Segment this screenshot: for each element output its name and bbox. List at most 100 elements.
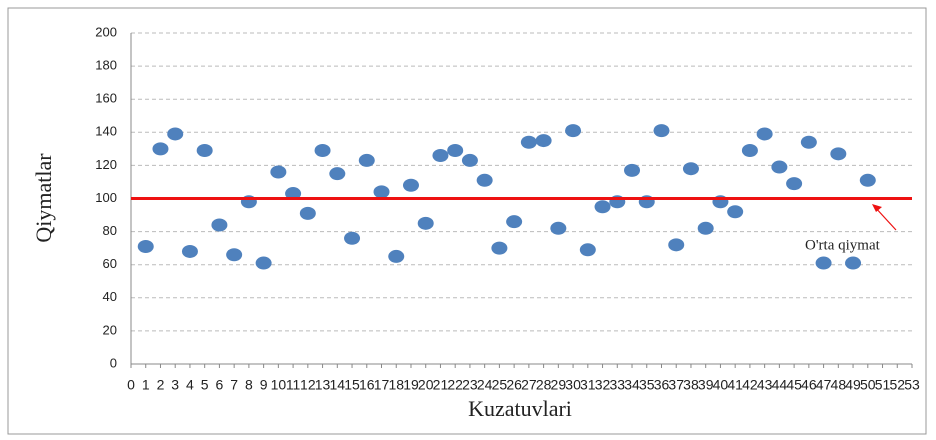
x-tick-label: 2	[157, 377, 165, 393]
x-tick-label: 38	[683, 377, 699, 393]
y-tick-label: 180	[95, 58, 117, 73]
point	[756, 127, 773, 141]
x-tick-label: 37	[668, 377, 684, 393]
x-tick-label: 53	[904, 377, 920, 393]
x-tick-label: 50	[860, 377, 876, 393]
point	[594, 200, 611, 214]
x-tick-label: 27	[521, 377, 537, 393]
x-tick-label: 45	[786, 377, 802, 393]
point	[285, 187, 302, 201]
point	[432, 148, 449, 162]
y-tick-label: 40	[103, 289, 117, 304]
x-tick-label: 4	[186, 377, 194, 393]
y-tick-label: 160	[95, 91, 117, 106]
point	[417, 216, 434, 230]
x-tick-label: 14	[330, 377, 346, 393]
x-tick-label: 42	[742, 377, 758, 393]
point	[402, 178, 419, 192]
x-tick-label: 41	[727, 377, 743, 393]
y-axis-title: Qiymatlar	[31, 153, 56, 243]
x-tick-label: 18	[388, 377, 404, 393]
x-tick-label: 19	[403, 377, 419, 393]
point	[270, 165, 287, 179]
x-tick-label: 46	[801, 377, 817, 393]
x-tick-label: 35	[639, 377, 655, 393]
point	[535, 134, 552, 148]
y-tick-label: 20	[103, 322, 117, 337]
x-tick-label: 26	[506, 377, 522, 393]
point	[373, 185, 390, 199]
y-tick-label: 60	[103, 256, 117, 271]
point	[226, 248, 243, 262]
point	[653, 124, 670, 138]
point	[859, 173, 876, 187]
arrow-head	[872, 204, 882, 212]
chart-border	[7, 7, 927, 435]
y-tick-label: 0	[110, 355, 117, 370]
x-tick-label: 49	[845, 377, 861, 393]
point	[506, 215, 523, 229]
y-tick-label: 80	[103, 223, 117, 238]
point	[152, 142, 169, 156]
point	[344, 231, 361, 245]
x-tick-label: 23	[462, 377, 478, 393]
x-tick-label: 51	[875, 377, 891, 393]
point	[800, 135, 817, 149]
x-tick-label: 32	[595, 377, 611, 393]
y-tick-label: 120	[95, 157, 117, 172]
x-tick-label: 9	[260, 377, 268, 393]
x-tick-label: 6	[216, 377, 224, 393]
x-tick-label: 10	[271, 377, 287, 393]
point	[845, 256, 862, 270]
point	[624, 163, 641, 177]
point	[167, 127, 184, 141]
x-tick-label: 7	[230, 377, 238, 393]
point	[830, 147, 847, 161]
x-tick-label: 21	[433, 377, 449, 393]
point	[727, 205, 744, 219]
point	[697, 221, 714, 235]
point	[786, 177, 803, 191]
point	[668, 238, 685, 252]
x-tick-label: 1	[142, 377, 150, 393]
point	[682, 162, 699, 176]
point	[196, 144, 213, 158]
x-tick-label: 8	[245, 377, 253, 393]
point	[388, 249, 405, 263]
x-tick-label: 39	[698, 377, 714, 393]
point	[255, 256, 272, 270]
x-tick-label: 20	[418, 377, 434, 393]
x-tick-label: 52	[889, 377, 905, 393]
y-tick-label: 100	[95, 190, 117, 205]
x-tick-label: 29	[551, 377, 567, 393]
point	[137, 239, 154, 253]
point	[815, 256, 832, 270]
x-tick-label: 0	[127, 377, 135, 393]
x-tick-label: 34	[624, 377, 640, 393]
point	[211, 218, 228, 232]
x-tick-label: 40	[713, 377, 729, 393]
point	[447, 144, 464, 158]
x-tick-label: 5	[201, 377, 209, 393]
x-tick-label: 12	[300, 377, 316, 393]
x-tick-label: 3	[171, 377, 179, 393]
x-tick-label: 13	[315, 377, 331, 393]
x-tick-label: 28	[536, 377, 552, 393]
x-tick-label: 44	[772, 377, 788, 393]
x-tick-label: 33	[609, 377, 625, 393]
point	[771, 160, 788, 174]
point	[491, 241, 508, 255]
point	[461, 153, 478, 167]
point	[565, 124, 582, 138]
point	[520, 135, 537, 149]
point	[476, 173, 493, 187]
point	[181, 244, 198, 258]
x-tick-label: 24	[477, 377, 493, 393]
point	[358, 153, 375, 167]
x-tick-label: 47	[816, 377, 832, 393]
point	[299, 206, 316, 220]
annotation: O'rta qiymat	[805, 237, 881, 253]
x-tick-label: 25	[492, 377, 508, 393]
x-tick-label: 36	[654, 377, 670, 393]
y-tick-label: 140	[95, 124, 117, 139]
